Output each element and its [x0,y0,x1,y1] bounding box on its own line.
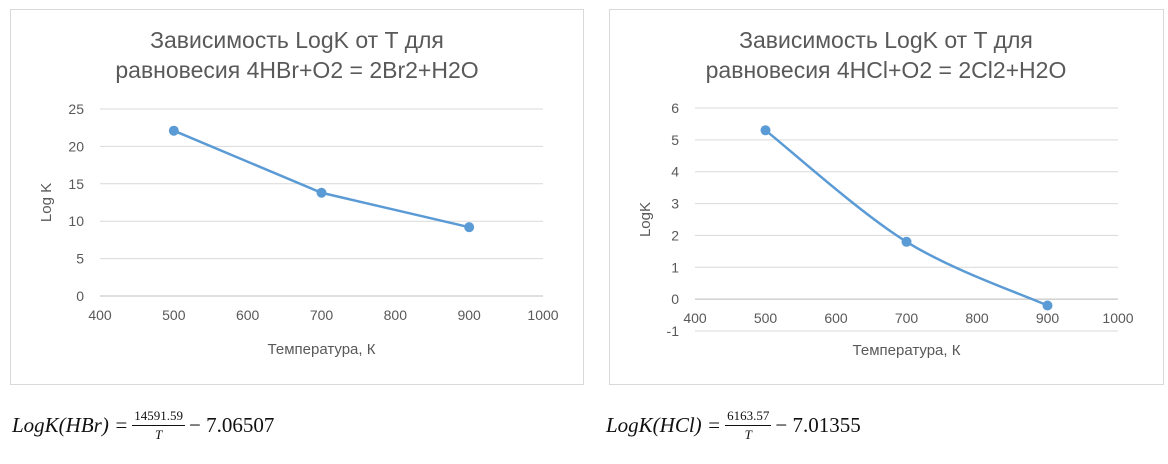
hbr-formula-denominator: T [155,427,163,442]
hcl-formula-rhs: − 7.01355 [775,413,861,437]
series-line [764,129,1049,307]
data-point [316,187,327,198]
hbr-formula-rhs: − 7.06507 [189,413,275,437]
y-axis-title: Log K [38,183,55,222]
hbr-chart-svg: Зависимость LogK от T для равновесия 4HBr… [38,27,559,358]
hcl-formula-fraction: 6163.57 T [725,408,772,443]
y-tick-label: 3 [671,196,679,212]
hcl-formula: LogK(HCl) = 6163.57 T − 7.01355 [606,408,861,443]
x-tick-label: 700 [895,310,919,326]
chart-title-line: равновесия 4HCl+O2 = 2Cl2+H2O [706,57,1067,83]
x-tick-label: 600 [236,307,260,323]
chart-title-line: Зависимость LogK от T для [150,27,444,53]
x-tick-label: 700 [310,307,334,323]
x-tick-label: 400 [683,310,707,326]
y-tick-label: 5 [671,132,679,148]
hbr-formula-numerator: 14591.59 [132,408,186,426]
y-tick-label: 5 [76,251,84,267]
x-axis-title: Температура, К [853,342,961,359]
y-tick-label: 4 [671,164,679,180]
chart-title-line: Зависимость LogK от T для [739,27,1033,53]
hbr-formula-fraction: 14591.59 T [132,408,186,443]
x-tick-label: 900 [457,307,481,323]
y-tick-label: 2 [671,227,679,243]
x-tick-label: 1000 [527,307,558,323]
series-line [173,129,470,229]
y-tick-label: 0 [76,288,84,304]
data-point [464,222,475,233]
x-tick-label: 900 [1036,310,1060,326]
hcl-formula-lhs: LogK(HCl) = [606,413,722,437]
y-tick-label: -1 [667,323,680,339]
x-tick-label: 800 [384,307,408,323]
y-tick-label: 1 [671,259,679,275]
hcl-chart: Зависимость LogK от T для равновесия 4HCl… [609,9,1164,385]
x-tick-label: 400 [88,307,112,323]
chart-title-line: равновесия 4HBr+O2 = 2Br2+H2O [115,57,478,83]
x-tick-label: 1000 [1102,310,1133,326]
y-tick-label: 25 [68,101,84,117]
data-point [1042,300,1053,311]
y-tick-label: 6 [671,100,679,116]
x-tick-label: 800 [965,310,989,326]
data-point [901,236,912,247]
y-axis-title: LogK [637,202,654,237]
y-tick-label: 10 [68,213,84,229]
data-point [168,125,179,136]
y-tick-label: 20 [68,138,84,154]
data-point [760,125,771,136]
x-axis-title: Температура, К [268,341,376,358]
x-tick-label: 500 [754,310,778,326]
y-tick-label: 15 [68,176,84,192]
hbr-formula-lhs: LogK(HBr) = [12,413,129,437]
x-tick-label: 500 [162,307,186,323]
hbr-chart: Зависимость LogK от T для равновесия 4HBr… [10,9,584,385]
hcl-formula-denominator: T [744,427,752,442]
y-tick-label: 0 [671,291,679,307]
hcl-chart-svg: Зависимость LogK от T для равновесия 4HCl… [637,27,1134,359]
x-tick-label: 600 [824,310,848,326]
hbr-formula: LogK(HBr) = 14591.59 T − 7.06507 [12,408,274,443]
hcl-formula-numerator: 6163.57 [725,408,772,426]
